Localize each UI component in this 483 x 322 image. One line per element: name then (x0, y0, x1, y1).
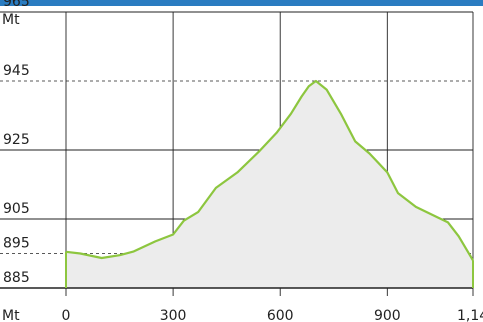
y-tick-label: 965 (3, 0, 30, 10)
x-axis-unit-label: Mt (2, 308, 20, 322)
header-bar (0, 0, 483, 6)
y-tick-label: 885 (3, 270, 30, 286)
tick-labels: 965 945 925 905 895 885 0 300 600 900 1,14 (3, 0, 483, 322)
x-tick-label: 600 (267, 308, 294, 322)
x-tick-label: 900 (374, 308, 401, 322)
y-tick-label: 895 (3, 236, 30, 252)
elevation-area (66, 81, 473, 288)
elevation-line (65, 79, 474, 261)
x-tick-label: 300 (160, 308, 187, 322)
y-axis-unit-label: Mt (2, 12, 20, 28)
y-tick-label: 925 (3, 132, 30, 148)
y-tick-label: 905 (3, 201, 30, 217)
y-tick-label: 945 (3, 63, 30, 79)
axes (0, 251, 474, 289)
x-tick-label: 0 (62, 308, 71, 322)
x-tick-label: 1,14 (457, 308, 483, 322)
